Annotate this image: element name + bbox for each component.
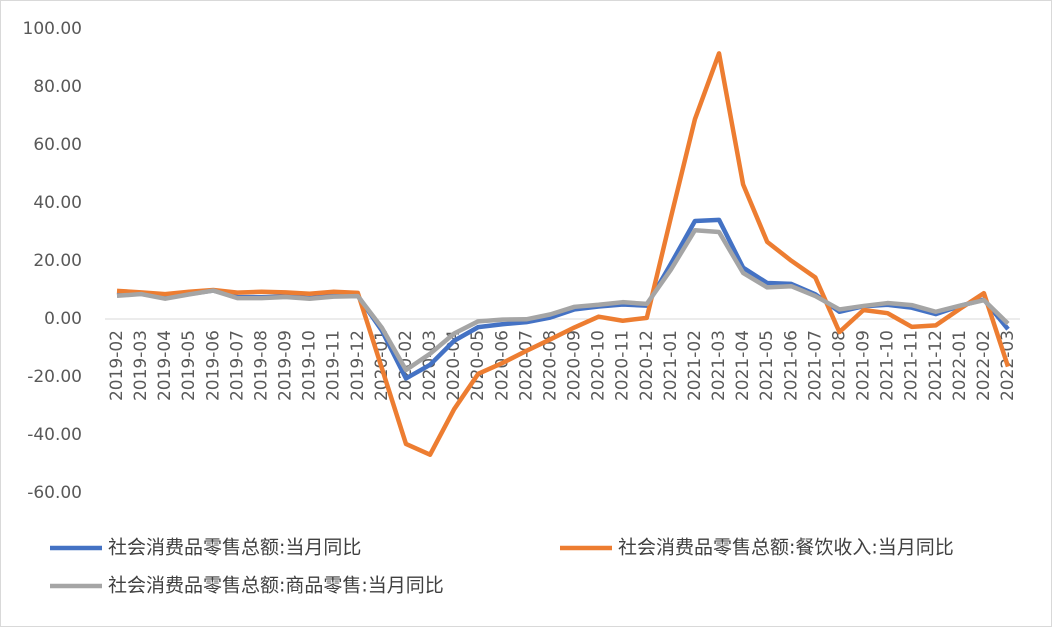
x-tick-label: 2019-11 <box>324 330 344 401</box>
y-tick-label: 40.00 <box>33 193 82 213</box>
x-tick-label: 2019-12 <box>348 330 368 401</box>
x-tick-label: 2021-01 <box>661 330 681 401</box>
series-line <box>116 51 1011 457</box>
y-tick-label: -40.00 <box>27 425 82 445</box>
x-tick-label: 2020-05 <box>468 330 488 401</box>
x-tick-label: 2019-03 <box>131 330 151 401</box>
y-tick-label: -20.00 <box>27 367 82 387</box>
x-tick-label: 2019-02 <box>107 330 127 401</box>
x-tick-label: 2021-09 <box>854 330 874 401</box>
x-tick-label: 2020-10 <box>589 330 609 401</box>
x-tick-label: 2019-10 <box>300 330 320 401</box>
x-tick-label: 2020-11 <box>613 330 633 401</box>
x-tick-label: 2022-01 <box>950 330 970 401</box>
legend-label: 社会消费品零售总额:当月同比 <box>108 537 361 559</box>
legend-label: 社会消费品零售总额:商品零售:当月同比 <box>108 575 444 597</box>
x-tick-label: 2021-06 <box>781 330 801 401</box>
x-tick-label: 2020-12 <box>637 330 657 401</box>
x-tick-label: 2020-09 <box>565 330 585 401</box>
y-tick-label: 60.00 <box>33 135 82 155</box>
x-tick-label: 2019-07 <box>227 330 247 401</box>
x-tick-label: 2021-07 <box>805 330 825 401</box>
x-tick-label: 2021-02 <box>685 330 705 401</box>
series-line <box>116 228 1010 373</box>
y-tick-label: 100.00 <box>23 19 82 39</box>
x-tick-label: 2019-08 <box>251 330 271 401</box>
x-tick-label: 2019-06 <box>203 330 223 401</box>
x-tick-label: 2021-04 <box>733 330 753 401</box>
x-tick-label: 2021-08 <box>829 330 849 401</box>
x-tick-label: 2021-12 <box>926 330 946 401</box>
x-tick-label: 2020-08 <box>540 330 560 401</box>
x-tick-label: 2021-05 <box>757 330 777 401</box>
x-tick-label: 2021-03 <box>709 330 729 401</box>
y-tick-label: 80.00 <box>33 77 82 97</box>
y-tick-label: 0.00 <box>44 309 82 329</box>
x-tick-label: 2019-05 <box>179 330 199 401</box>
x-tick-label: 2020-07 <box>516 330 536 401</box>
x-tick-label: 2021-11 <box>902 330 922 401</box>
y-tick-label: 20.00 <box>33 251 82 271</box>
x-tick-label: 2022-02 <box>974 330 994 401</box>
x-tick-label: 2019-04 <box>155 330 175 401</box>
y-tick-label: -60.00 <box>27 483 82 503</box>
x-tick-label: 2021-10 <box>878 330 898 401</box>
legend-label: 社会消费品零售总额:餐饮收入:当月同比 <box>618 537 954 559</box>
x-tick-label: 2019-09 <box>276 330 296 401</box>
